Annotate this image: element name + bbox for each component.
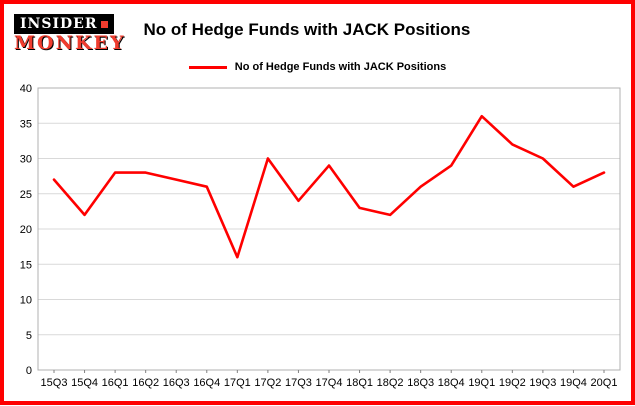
x-tick-label: 17Q2 bbox=[254, 377, 281, 389]
logo-line2: MONKEY bbox=[14, 32, 126, 55]
x-tick-label: 19Q3 bbox=[529, 377, 556, 389]
x-tick-label: 19Q2 bbox=[499, 377, 526, 389]
x-tick-label: 19Q4 bbox=[560, 377, 587, 389]
data-line bbox=[52, 114, 606, 259]
legend-line-marker bbox=[188, 65, 227, 69]
x-tick-label: 17Q1 bbox=[224, 377, 251, 389]
x-tick-label: 16Q4 bbox=[193, 377, 220, 389]
y-tick-label: 15 bbox=[20, 259, 32, 271]
line-chart: 0 5 10 15 20 25 30 35 40 15Q3 15Q4 16Q1 16Q2 16Q3 16Q4… bbox=[20, 83, 621, 389]
y-tick-label: 35 bbox=[20, 118, 32, 130]
y-tick-label: 30 bbox=[20, 154, 32, 166]
logo-insider-text: INSIDER bbox=[14, 14, 115, 35]
chart-legend: No of Hedge Funds with JACK Positions bbox=[4, 58, 631, 76]
y-tick-label: 40 bbox=[20, 83, 32, 95]
chart-area: 0 5 10 15 20 25 30 35 40 15Q3 15Q4 16Q1 16Q2 16Q3 16Q4… bbox=[4, 76, 631, 406]
x-tick-label: 18Q3 bbox=[407, 377, 434, 389]
y-tick-label: 10 bbox=[20, 295, 32, 307]
header: INSIDER MONKEY No of Hedge Funds with JA… bbox=[4, 4, 631, 56]
x-tick-label: 20Q1 bbox=[591, 377, 618, 389]
x-tick-label: 15Q4 bbox=[71, 377, 98, 389]
x-tick-label: 18Q1 bbox=[346, 377, 373, 389]
y-tick-label: 20 bbox=[20, 224, 32, 236]
x-tick-label: 17Q3 bbox=[285, 377, 312, 389]
logo-dot-icon bbox=[101, 20, 109, 28]
logo-line1: INSIDER bbox=[20, 16, 98, 33]
x-tick-label: 19Q1 bbox=[468, 377, 495, 389]
y-axis-labels: 0 5 10 15 20 25 30 35 40 bbox=[20, 83, 32, 377]
x-tick-label: 16Q2 bbox=[132, 377, 159, 389]
x-tick-label: 18Q4 bbox=[438, 377, 465, 389]
y-tick-label: 5 bbox=[26, 330, 32, 342]
x-tick-label: 18Q2 bbox=[377, 377, 404, 389]
x-tick-label: 17Q4 bbox=[316, 377, 343, 389]
x-tick-label: 16Q3 bbox=[163, 377, 190, 389]
insider-monkey-logo: INSIDER MONKEY bbox=[14, 14, 126, 54]
x-axis-labels: 15Q3 15Q4 16Q1 16Q2 16Q3 16Q4 17Q1 17Q2 17Q3 17Q4… bbox=[41, 370, 618, 389]
page-title: No of Hedge Funds with JACK Positions bbox=[143, 20, 471, 39]
y-tick-label: 25 bbox=[20, 189, 32, 201]
x-tick-label: 15Q3 bbox=[41, 377, 68, 389]
y-tick-label: 0 bbox=[26, 365, 32, 377]
x-tick-label: 16Q1 bbox=[102, 377, 129, 389]
grid-lines bbox=[38, 87, 620, 371]
legend-label: No of Hedge Funds with JACK Positions bbox=[234, 61, 447, 73]
